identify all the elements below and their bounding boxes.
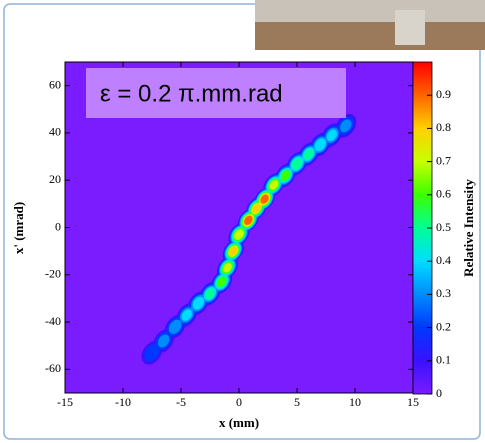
intensity-spot bbox=[291, 157, 303, 170]
y-tick-label: 0 bbox=[55, 219, 61, 233]
y-tick-label: -60 bbox=[45, 361, 61, 375]
intensity-spot bbox=[217, 276, 227, 287]
intensity-spot bbox=[326, 129, 337, 142]
x-tick-label: -10 bbox=[115, 395, 131, 409]
photo-overlay-object bbox=[395, 10, 425, 45]
intensity-spot bbox=[168, 319, 182, 334]
x-tick-label: -5 bbox=[176, 395, 186, 409]
intensity-spot bbox=[303, 148, 314, 160]
x-tick-label: -15 bbox=[57, 395, 73, 409]
intensity-spot bbox=[280, 170, 290, 181]
annotation-box bbox=[86, 68, 346, 118]
x-tick-label: 0 bbox=[236, 395, 242, 409]
colorbar-tick-label: 0.1 bbox=[436, 353, 451, 367]
colorbar-tick-label: 0.9 bbox=[436, 87, 451, 101]
x-tick-label: 15 bbox=[407, 395, 419, 409]
y-axis-label: x' (mrad) bbox=[11, 202, 26, 254]
photo-overlay-top bbox=[255, 0, 485, 22]
x-axis-label: x (mm) bbox=[219, 415, 259, 430]
intensity-spot bbox=[244, 215, 253, 226]
intensity-spot bbox=[157, 334, 170, 348]
y-tick-label: -40 bbox=[45, 314, 61, 328]
y-tick-label: 40 bbox=[49, 125, 61, 139]
heatmap bbox=[141, 114, 357, 365]
intensity-spot bbox=[260, 194, 269, 204]
colorbar-label: Relative Intensity bbox=[461, 179, 476, 277]
intensity-spot bbox=[205, 288, 215, 300]
x-tick-label: 10 bbox=[349, 395, 361, 409]
y-tick-label: -20 bbox=[45, 267, 61, 281]
intensity-spot bbox=[192, 296, 205, 310]
colorbar-tick-label: 0.7 bbox=[436, 153, 451, 167]
intensity-spot bbox=[234, 229, 244, 240]
colorbar-tick-label: 0.6 bbox=[436, 187, 451, 201]
intensity-spot bbox=[314, 138, 326, 152]
intensity-spot bbox=[181, 309, 192, 321]
intensity-spot bbox=[252, 203, 261, 214]
intensity-spot bbox=[223, 262, 232, 273]
colorbar-tick-label: 0.3 bbox=[436, 286, 451, 300]
colorbar-tick-label: 0 bbox=[436, 386, 442, 400]
x-tick-label: 5 bbox=[294, 395, 300, 409]
y-tick-label: 20 bbox=[49, 172, 61, 186]
intensity-spot bbox=[269, 180, 279, 190]
intensity-spot bbox=[144, 344, 160, 362]
y-tick-label: 60 bbox=[49, 77, 61, 91]
colorbar-tick-label: 0.5 bbox=[436, 220, 451, 234]
intensity-spot bbox=[228, 246, 238, 256]
colorbar-tick-label: 0.2 bbox=[436, 319, 451, 333]
colorbar-tick-label: 0.4 bbox=[436, 253, 451, 267]
colorbar-tick-label: 0.8 bbox=[436, 120, 451, 134]
intensity-spot bbox=[339, 119, 352, 133]
annotation: ε = 0.2 π.mm.rad bbox=[100, 80, 283, 107]
